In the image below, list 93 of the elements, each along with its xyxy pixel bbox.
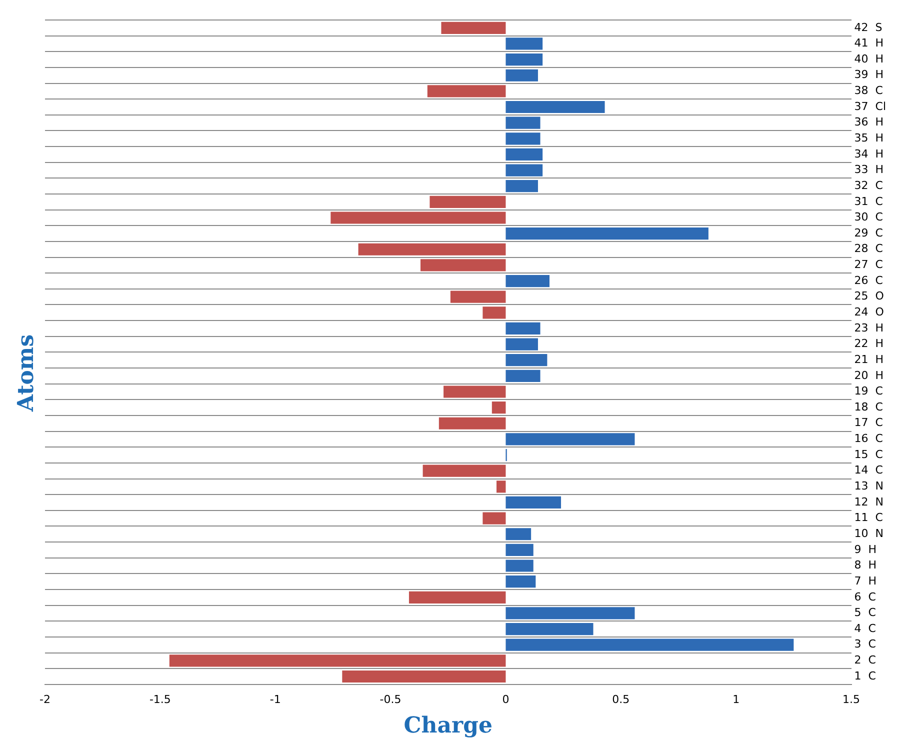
y-tick-label: 30 C	[854, 210, 884, 224]
y-tick-label: 37 Cl	[854, 100, 886, 113]
x-tick-label: -2	[40, 692, 50, 706]
bar	[444, 386, 506, 398]
y-tick-label: 1 C	[854, 669, 876, 682]
y-tick-label: 24 O	[854, 306, 884, 319]
bar	[441, 22, 506, 34]
y-tick-label: 36 H	[854, 116, 884, 129]
bar	[506, 622, 594, 636]
bar	[506, 164, 543, 176]
x-tick-label: -0.5	[380, 692, 402, 706]
bar	[506, 228, 708, 240]
bar	[506, 180, 538, 192]
y-tick-label: 18 C	[854, 400, 884, 414]
bar	[438, 417, 506, 430]
bar	[506, 354, 548, 366]
x-tick-label: -1	[270, 692, 281, 706]
y-tick-label: 20 H	[854, 368, 884, 382]
y-tick-label: 15 C	[854, 448, 884, 461]
bar	[330, 212, 506, 224]
y-tick-label: 19 C	[854, 384, 884, 398]
bar	[506, 274, 550, 288]
x-tick-label: 1.5	[842, 692, 860, 706]
y-tick-label: 10 N	[854, 526, 884, 540]
y-tick-label: 26 C	[854, 274, 884, 287]
bar	[506, 607, 635, 620]
x-tick-label: 1	[732, 692, 740, 706]
bar	[506, 544, 534, 556]
y-tick-label: 29 C	[854, 226, 884, 240]
bar	[506, 370, 540, 382]
x-tick-label: -1.5	[149, 692, 171, 706]
y-tick-label: 17 C	[854, 416, 884, 430]
y-tick-label: 11 C	[854, 511, 884, 524]
y-tick-label: 27 C	[854, 258, 884, 272]
bar	[506, 132, 540, 145]
y-tick-label: 42 S	[854, 20, 882, 34]
bar	[422, 464, 506, 477]
y-tick-label: 31 C	[854, 194, 884, 208]
y-tick-label: 32 C	[854, 178, 884, 192]
bar	[506, 496, 562, 509]
x-tick-label: 0	[502, 692, 510, 706]
bar	[506, 148, 543, 161]
bar	[506, 38, 543, 50]
bar	[492, 402, 506, 414]
y-tick-label: 3 C	[854, 638, 876, 651]
y-tick-label: 13 N	[854, 480, 884, 493]
y-tick-label: 40 H	[854, 52, 884, 66]
y-tick-label: 25 O	[854, 290, 884, 303]
y-tick-label: 6 C	[854, 590, 876, 604]
bar	[427, 85, 506, 98]
bar	[482, 306, 506, 319]
bar	[506, 528, 532, 540]
bar	[358, 243, 506, 256]
bar	[506, 338, 538, 350]
bar	[169, 654, 506, 667]
bar	[506, 433, 635, 446]
bar	[506, 322, 540, 335]
bar	[506, 100, 605, 114]
y-tick-label: 34 H	[854, 147, 884, 160]
y-tick-label: 23 H	[854, 321, 884, 334]
x-tick-label: 0.5	[612, 692, 630, 706]
y-axis-title: Atoms	[13, 333, 39, 413]
bar	[430, 196, 506, 208]
y-tick-label: 41 H	[854, 36, 884, 50]
bar	[506, 576, 536, 588]
bar	[342, 670, 506, 683]
bar	[408, 591, 506, 604]
bar	[482, 512, 506, 524]
bar	[506, 638, 794, 651]
y-tick-label: 4 C	[854, 622, 876, 635]
y-tick-label: 14 C	[854, 464, 884, 477]
y-tick-label: 2 C	[854, 654, 876, 667]
y-tick-label: 39 H	[854, 68, 884, 82]
y-tick-label: 8 H	[854, 558, 877, 572]
bar	[506, 560, 534, 572]
bar	[506, 53, 543, 66]
y-tick-label: 35 H	[854, 132, 884, 144]
y-tick-label: 5 C	[854, 606, 876, 620]
y-tick-label: 21 H	[854, 352, 884, 366]
bar	[506, 116, 540, 129]
y-tick-label: 38 C	[854, 84, 884, 98]
bar	[420, 259, 506, 272]
bar	[506, 69, 538, 82]
y-tick-label: 12 N	[854, 495, 884, 508]
y-tick-label: 9 H	[854, 542, 877, 556]
y-tick-label: 28 C	[854, 242, 884, 256]
bar	[496, 480, 506, 493]
y-tick-label: 16 C	[854, 432, 884, 446]
y-tick-label: 33 H	[854, 163, 884, 176]
bar	[450, 290, 506, 303]
y-tick-label: 22 H	[854, 337, 884, 350]
y-tick-label: 7 H	[854, 574, 877, 588]
x-axis-title: Charge	[404, 712, 493, 739]
